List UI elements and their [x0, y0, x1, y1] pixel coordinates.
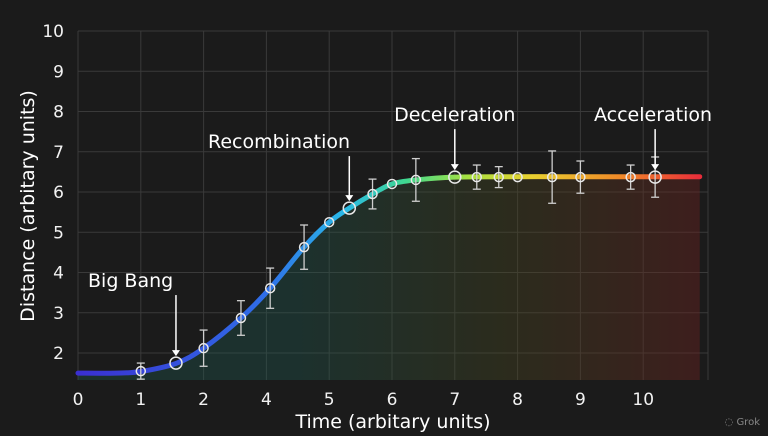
data-point [575, 171, 586, 183]
annotation: Big Bang [88, 270, 180, 357]
data-point [546, 171, 558, 183]
y-tick-label: 6 [53, 183, 64, 203]
data-point [648, 170, 662, 184]
data-point [386, 178, 398, 190]
data-point [298, 241, 310, 253]
y-tick-label: 10 [42, 22, 64, 42]
annotation: Recombination [208, 131, 354, 202]
x-tick-label: 10 [632, 390, 654, 410]
x-tick-label: 2 [198, 390, 209, 410]
error-bar [576, 160, 585, 194]
arrow-head-icon [450, 164, 459, 171]
grok-logo-icon: ◌ [724, 417, 737, 428]
annotation-label: Deceleration [394, 104, 515, 126]
y-tick-label: 3 [53, 304, 64, 324]
series-line [75, 174, 703, 376]
data-point [323, 216, 335, 228]
annotation-label: Recombination [208, 131, 350, 153]
data-point [135, 365, 147, 377]
data-point [235, 312, 247, 324]
data-point [625, 171, 636, 183]
error-bar [136, 362, 145, 380]
y-axis-label: Distance (arbitary units) [17, 90, 39, 322]
data-point [512, 171, 523, 183]
data-point [471, 171, 483, 183]
error-bar [199, 329, 208, 367]
y-tick-label: 2 [53, 344, 64, 364]
annotation: Deceleration [394, 104, 515, 171]
error-bar [236, 300, 245, 336]
annotation-label: Acceleration [594, 104, 712, 126]
watermark-text: Grok [736, 417, 760, 428]
error-bar [494, 165, 503, 189]
error-bar [368, 178, 377, 210]
arrow-head-icon [345, 195, 354, 202]
x-tick-label: 8 [512, 390, 523, 410]
error-bar [411, 157, 420, 202]
y-tick-label: 4 [53, 264, 64, 284]
data-point [367, 188, 378, 200]
data-point [169, 356, 183, 370]
watermark: ◌ Grok [725, 417, 760, 428]
error-bar [300, 224, 309, 270]
arrow-head-icon [171, 350, 180, 357]
area-under-curve [78, 176, 700, 380]
x-tick-label: 7 [449, 390, 460, 410]
annotation-label: Big Bang [88, 270, 173, 292]
x-tick-label: 4 [261, 390, 272, 410]
y-tick-label: 9 [53, 62, 64, 82]
y-tick-label: 8 [53, 103, 64, 123]
x-tick-label: 0 [73, 390, 84, 410]
data-point [264, 282, 276, 294]
error-bar [266, 267, 275, 309]
y-tick-label: 7 [53, 143, 64, 163]
error-bar [626, 164, 635, 190]
x-tick-label: 5 [324, 390, 335, 410]
x-axis-label: Time (arbitary units) [294, 411, 490, 433]
data-point [410, 174, 422, 186]
y-tick-label: 5 [53, 223, 64, 243]
data-point [198, 342, 209, 354]
arrow-head-icon [651, 164, 660, 171]
data-point [448, 170, 462, 184]
x-tick-label: 6 [387, 390, 398, 410]
annotation: Acceleration [594, 104, 712, 171]
error-bar [548, 150, 557, 204]
error-bar [472, 164, 481, 190]
x-tick-label: 9 [575, 390, 586, 410]
data-point [342, 201, 357, 215]
x-tick-label: 1 [135, 390, 146, 410]
data-point [493, 171, 505, 183]
